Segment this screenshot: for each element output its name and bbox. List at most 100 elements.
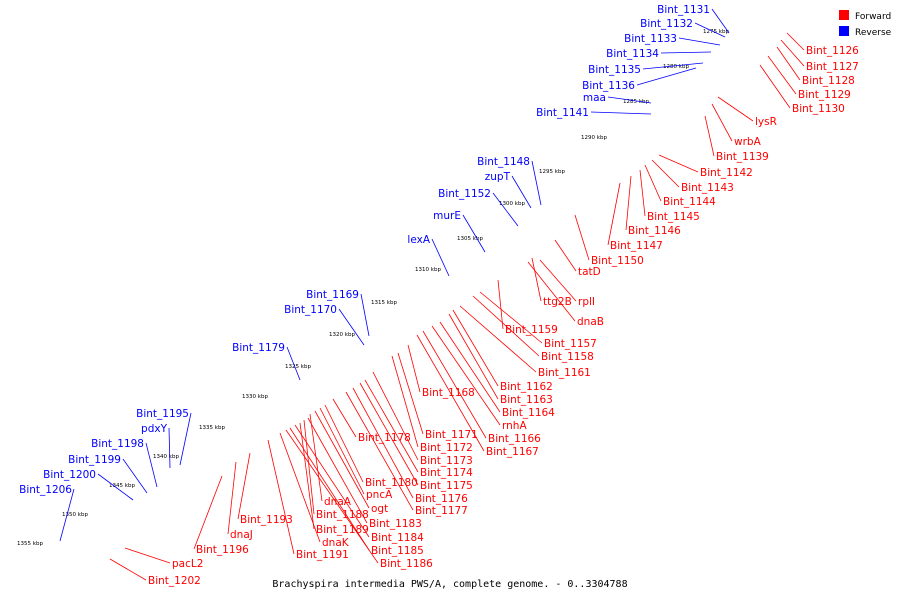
leader-line: [759, 64, 791, 109]
gene-label[interactable]: Bint_1195: [136, 408, 189, 420]
gene-label[interactable]: Bint_1168: [422, 387, 475, 399]
gene-label[interactable]: Bint_1178: [358, 432, 411, 444]
gene-label[interactable]: Bint_1199: [68, 454, 121, 466]
leader-line: [407, 344, 421, 393]
gene-label[interactable]: Bint_1170: [284, 304, 337, 316]
gene-label[interactable]: Bint_1157: [544, 338, 597, 350]
leader-line: [168, 427, 171, 469]
gene-label[interactable]: Bint_1139: [716, 151, 769, 163]
gene-label[interactable]: Bint_1172: [420, 442, 473, 454]
leader-line: [359, 382, 419, 486]
gene-label[interactable]: Bint_1198: [91, 438, 144, 450]
gene-label[interactable]: Bint_1161: [538, 367, 591, 379]
leader-line: [497, 279, 504, 330]
gene-label[interactable]: tatD: [578, 266, 601, 278]
gene-label[interactable]: pacL2: [172, 558, 203, 570]
gene-label[interactable]: Bint_1145: [647, 211, 700, 223]
gene-label[interactable]: Bint_1163: [500, 394, 553, 406]
leader-line: [179, 412, 192, 466]
gene-label[interactable]: wrbA: [734, 136, 762, 148]
leader-line: [776, 46, 801, 81]
gene-label[interactable]: Bint_1129: [798, 89, 851, 101]
gene-label[interactable]: Bint_1184: [371, 532, 424, 544]
gene-label[interactable]: Bint_1133: [624, 33, 677, 45]
gene-label[interactable]: Bint_1175: [420, 480, 473, 492]
gene-label[interactable]: Bint_1189: [316, 524, 369, 536]
gene-label[interactable]: Bint_1179: [232, 342, 285, 354]
gene-label[interactable]: Bint_1173: [420, 455, 473, 467]
gene-label[interactable]: Bint_1177: [415, 505, 468, 517]
gene-label[interactable]: Bint_1162: [500, 381, 553, 393]
gene-label[interactable]: Bint_1196: [196, 544, 249, 556]
gene-label[interactable]: Bint_1148: [477, 156, 530, 168]
gene-label[interactable]: Bint_1135: [588, 64, 641, 76]
gene-label[interactable]: Bint_1143: [681, 182, 734, 194]
leader-line: [294, 424, 370, 538]
leader-line: [360, 293, 370, 337]
tick-label: 1330 kbp: [242, 394, 268, 400]
tick-label: 1275 kbp: [703, 29, 729, 35]
gene-label[interactable]: pdxY: [141, 423, 168, 435]
gene-label[interactable]: rnhA: [502, 420, 527, 432]
gene-label[interactable]: Bint_1132: [640, 18, 693, 30]
gene-label[interactable]: Bint_1188: [316, 509, 369, 521]
gene-label[interactable]: Bint_1180: [365, 477, 418, 489]
tick-label: 1310 kbp: [415, 267, 441, 273]
gene-label[interactable]: rplI: [578, 296, 595, 308]
leader-line: [472, 295, 540, 357]
gene-label[interactable]: Bint_1152: [438, 188, 491, 200]
gene-label[interactable]: lexA: [407, 234, 430, 246]
leader-line: [324, 404, 364, 483]
tick-label: 1290 kbp: [581, 135, 607, 141]
gene-label[interactable]: Bint_1128: [802, 75, 855, 87]
leader-line: [660, 51, 712, 54]
gene-label[interactable]: dnaB: [577, 316, 604, 328]
gene-label[interactable]: dnaK: [322, 537, 350, 549]
gene-label[interactable]: Bint_1202: [148, 575, 201, 587]
gene-label[interactable]: ogt: [371, 503, 388, 515]
gene-label[interactable]: Bint_1174: [420, 467, 473, 479]
gene-label[interactable]: Bint_1127: [806, 61, 859, 73]
gene-label[interactable]: Bint_1185: [371, 545, 424, 557]
tick-labels: 1275 kbp 1280 kbp 1285 kbp 1290 kbp 1295 kbp…: [17, 29, 729, 547]
gene-label[interactable]: Bint_1191: [296, 549, 349, 561]
gene-label[interactable]: murE: [433, 210, 461, 222]
gene-label[interactable]: lysR: [755, 116, 777, 128]
gene-label[interactable]: Bint_1147: [610, 240, 663, 252]
gene-label[interactable]: Bint_1176: [415, 493, 468, 505]
gene-label[interactable]: Bint_1150: [591, 255, 644, 267]
leader-line: [332, 398, 357, 438]
gene-label[interactable]: dnaJ: [230, 529, 253, 541]
gene-label[interactable]: Bint_1144: [663, 196, 716, 208]
gene-label[interactable]: Bint_1126: [806, 45, 859, 57]
gene-label[interactable]: maa: [583, 92, 606, 104]
gene-label[interactable]: Bint_1186: [380, 558, 433, 570]
gene-label[interactable]: Bint_1141: [536, 107, 589, 119]
gene-label[interactable]: Bint_1136: [582, 80, 635, 92]
gene-label[interactable]: Bint_1130: [792, 103, 845, 115]
gene-label[interactable]: Bint_1167: [486, 446, 539, 458]
leader-line: [303, 419, 315, 515]
gene-label[interactable]: Bint_1183: [369, 518, 422, 530]
gene-label[interactable]: Bint_1200: [43, 469, 96, 481]
gene-label[interactable]: Bint_1164: [502, 407, 555, 419]
leader-line: [780, 39, 805, 67]
gene-label[interactable]: Bint_1146: [628, 225, 681, 237]
gene-label[interactable]: Bint_1193: [240, 514, 293, 526]
gene-label[interactable]: Bint_1158: [541, 351, 594, 363]
gene-label[interactable]: Bint_1131: [657, 4, 710, 16]
gene-label[interactable]: Bint_1134: [606, 48, 659, 60]
gene-label[interactable]: Bint_1166: [488, 433, 541, 445]
leader-line: [391, 355, 419, 448]
leader-line: [227, 461, 237, 535]
gene-label[interactable]: Bint_1159: [505, 324, 558, 336]
gene-label[interactable]: Bint_1142: [700, 167, 753, 179]
gene-label[interactable]: zupT: [485, 171, 511, 183]
gene-label[interactable]: pncA: [366, 489, 393, 501]
leader-line: [574, 214, 590, 261]
gene-label[interactable]: ttg2B: [543, 296, 572, 308]
gene-label[interactable]: Bint_1206: [19, 484, 72, 496]
gene-label[interactable]: Bint_1171: [425, 429, 478, 441]
gene-label[interactable]: Bint_1169: [306, 289, 359, 301]
